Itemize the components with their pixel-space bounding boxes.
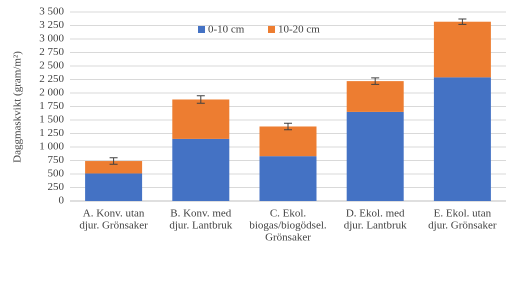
y-axis-label: Daggmaskvikt (gram/m²) [12,51,24,163]
bar-segment [85,173,143,201]
x-tick-label: djur. Lantbruk [344,220,407,232]
bar-segment [433,77,491,201]
bar-segment [85,161,143,174]
error-bar [196,95,205,104]
legend-swatch [198,26,205,33]
y-tick-label: 1 500 [39,114,64,126]
bar-segment [172,99,230,139]
y-tick-label: 1 750 [39,100,64,112]
legend-swatch [268,26,275,33]
legend-label: 0-10 cm [208,24,245,36]
error-bar [458,18,467,25]
y-tick-label: 3 000 [39,33,64,45]
y-tick-label: 2 750 [39,46,64,58]
bar-segment [259,126,317,157]
x-tick-label: B. Konv. med [170,208,232,220]
x-tick-label: C. Ekol. [270,208,307,220]
x-tick-label: djur. Grönsaker [428,220,497,232]
y-tick-label: 750 [48,154,65,166]
y-tick-label: 3 500 [39,6,64,18]
x-tick-label: djur. Lantbruk [169,220,232,232]
x-tick-label: D. Ekol. med [346,208,405,220]
y-tick-label: 1 000 [39,141,64,153]
legend-label: 10-20 cm [278,24,320,36]
x-tick-label: Grönsaker [265,232,311,244]
y-tick-label: 2 250 [39,73,64,85]
y-tick-label: 0 [59,195,65,207]
error-bar [109,157,118,165]
y-tick-label: 3 250 [39,19,64,31]
bar-segment [346,81,404,112]
error-bar [284,122,292,131]
error-bar [371,77,380,85]
bar-segment [346,111,404,201]
y-tick-label: 2 000 [39,87,64,99]
x-tick-label: biogas/biogödsel. [249,220,327,232]
x-tick-label: E. Ekol. utan [434,208,492,220]
x-tick-label: A. Konv. utan [83,208,145,220]
y-tick-label: 500 [48,168,65,180]
y-tick-label: 1 250 [39,127,64,139]
bar-segment [433,21,491,78]
y-tick-label: 250 [48,181,65,193]
bar-segment [259,156,317,201]
x-tick-label: djur. Grönsaker [79,220,148,232]
y-tick-label: 2 500 [39,60,64,72]
bar-segment [172,138,230,201]
